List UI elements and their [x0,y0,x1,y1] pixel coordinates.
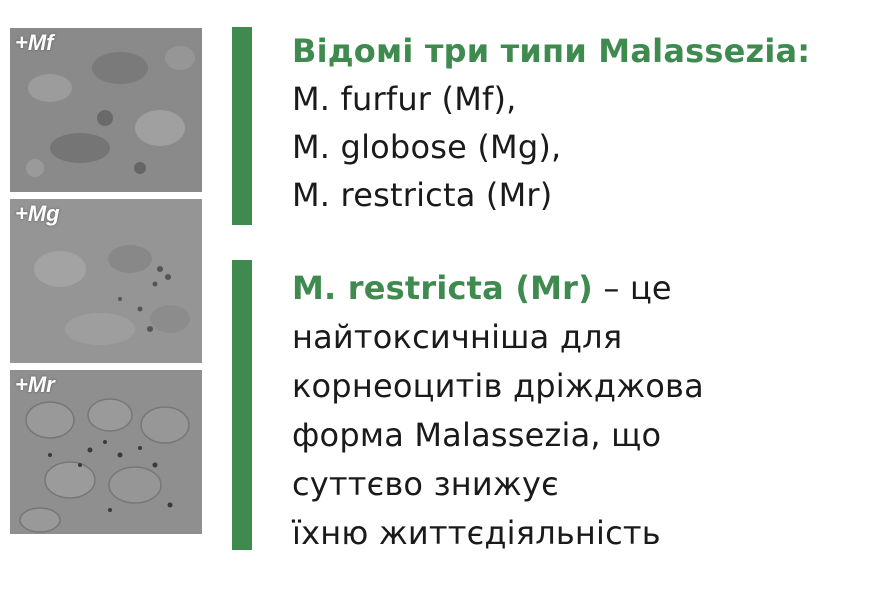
accent-bar-top [232,27,252,225]
malassezia-types-block: Відомі три типи Malassezia: M. furfur (M… [292,27,810,219]
types-heading: Відомі три типи Malassezia: [292,32,811,70]
description-line-4: форма Malassezia, що [292,416,662,454]
panel-label-mr: +Mr [15,372,55,397]
description-line-5: суттєво знижує [292,465,559,503]
restricta-highlight: M. restricta (Mr) [292,269,593,307]
micrograph-mf-image [10,28,202,192]
description-line-2: найтоксичніша для [292,318,623,356]
micrograph-mf: +Mf [10,28,202,192]
accent-bar-bottom [232,260,252,550]
type-line-2: M. globose (Mg), [292,128,562,166]
micrograph-mr-image [10,370,202,534]
panel-label-mg: +Mg [15,201,60,226]
type-line-3: M. restricta (Mr) [292,176,553,214]
micrograph-mg-image [10,199,202,363]
description-first-rest: – це [593,269,672,307]
description-line-6: їхню життєдіяльність [292,514,661,552]
micrograph-mr: +Mr [10,370,202,534]
restricta-description-block: M. restricta (Mr) – це найтоксичніша для… [292,264,704,558]
type-line-1: M. furfur (Mf), [292,80,517,118]
micrograph-mg: +Mg [10,199,202,363]
description-line-3: корнеоцитів дріжджова [292,367,704,405]
panel-label-mf: +Mf [15,30,54,55]
description-first-line: M. restricta (Mr) – це [292,264,704,313]
